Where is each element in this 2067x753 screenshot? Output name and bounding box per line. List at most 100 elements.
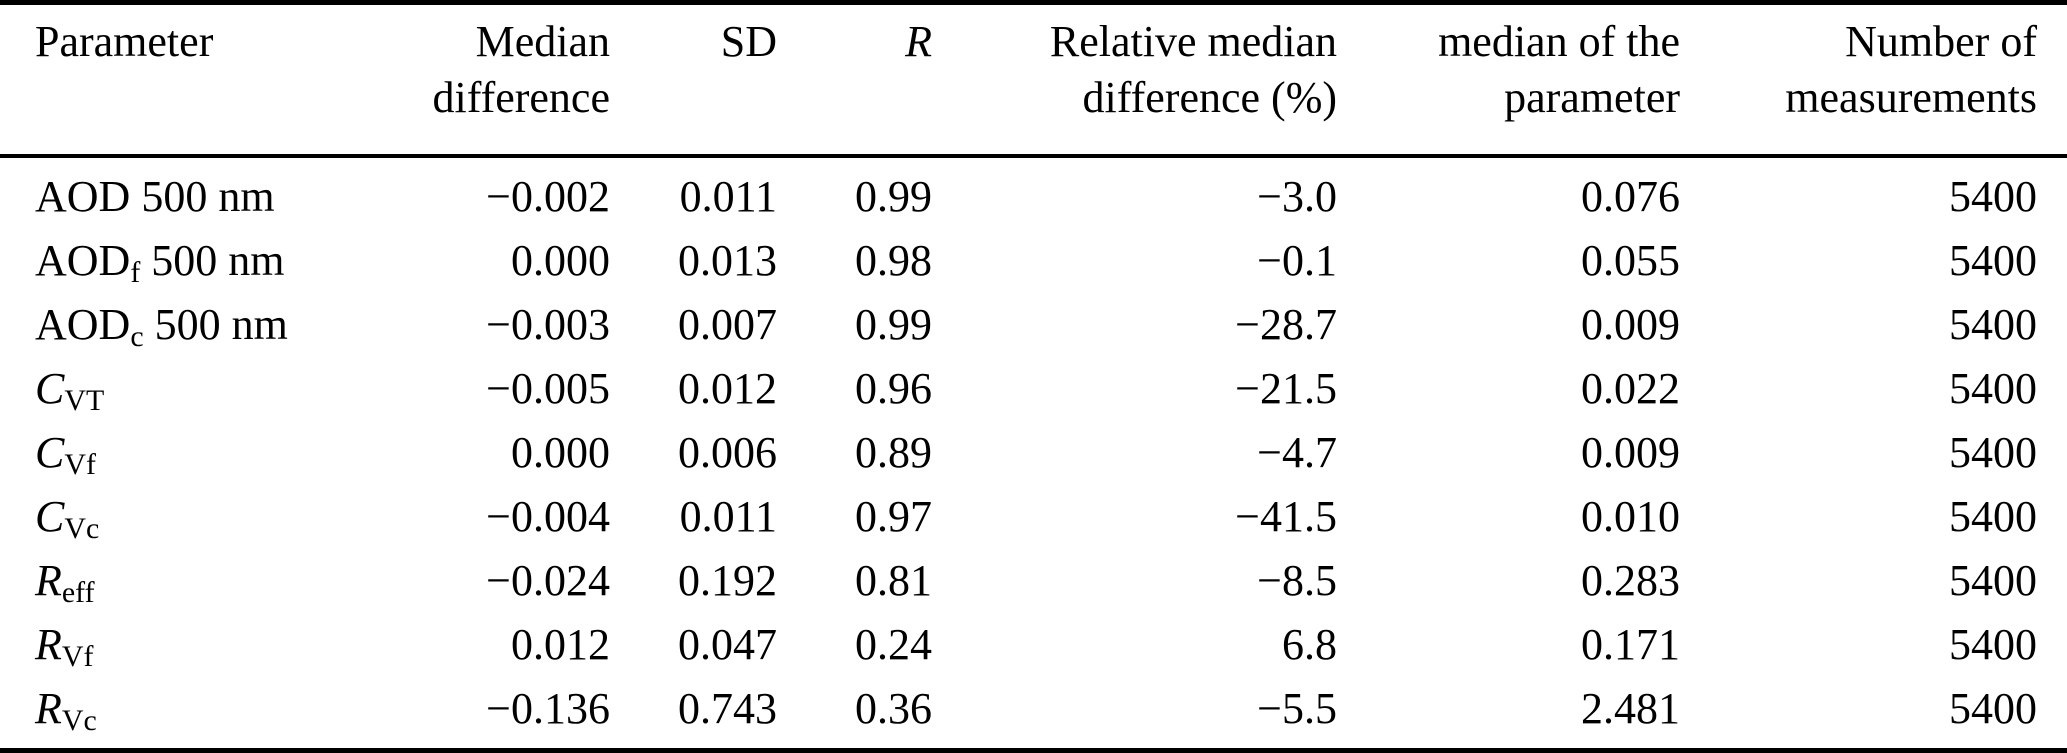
value-cell: 0.047 <box>678 620 777 669</box>
parameter-cell: CVf <box>0 421 340 485</box>
value-cell: −0.136 <box>486 684 610 733</box>
parameter-cell: AODc 500 nm <box>0 293 340 357</box>
value-cell: −21.5 <box>1235 364 1337 413</box>
table-row: RVf 0.012 0.047 0.24 6.8 0.171 5400 <box>0 613 2067 677</box>
value-cell: 5400 <box>1949 300 2037 349</box>
parameter-subscript: Vc <box>64 511 100 545</box>
value-cell: 0.192 <box>678 556 777 605</box>
value-cell: 2.481 <box>1581 684 1680 733</box>
parameter-cell: AODf 500 nm <box>0 229 340 293</box>
parameter-text: R <box>35 620 62 669</box>
value-cell: −4.7 <box>1257 428 1337 477</box>
value-cell: 5400 <box>1949 364 2037 413</box>
parameter-text: AOD <box>35 236 131 285</box>
value-cell: 0.013 <box>678 236 777 285</box>
value-cell: 0.000 <box>511 428 610 477</box>
value-cell: 5400 <box>1949 684 2037 733</box>
table-header: Parameter Median difference SD R Relativ… <box>0 2 2067 158</box>
value-cell: 0.89 <box>855 428 932 477</box>
column-header-median-difference: Median difference <box>340 2 610 158</box>
value-cell: 0.009 <box>1581 300 1680 349</box>
value-cell: 0.011 <box>679 492 777 541</box>
table-row: CVf 0.000 0.006 0.89 −4.7 0.009 5400 <box>0 421 2067 485</box>
value-cell: 0.011 <box>679 172 777 221</box>
value-cell: −41.5 <box>1235 492 1337 541</box>
value-cell: 0.283 <box>1581 556 1680 605</box>
table-row: CVc −0.004 0.011 0.97 −41.5 0.010 5400 <box>0 485 2067 549</box>
parameter-subscript: Vf <box>64 447 96 481</box>
table-body: AOD 500 nm −0.002 0.011 0.99 −3.0 0.076 5400 AO… <box>0 156 2067 751</box>
header-row: Parameter Median difference SD R Relativ… <box>0 2 2067 158</box>
value-cell: 0.24 <box>855 620 932 669</box>
column-header-parameter: Parameter <box>0 2 340 158</box>
parameter-cell: AOD 500 nm <box>0 156 340 229</box>
value-cell: 0.010 <box>1581 492 1680 541</box>
value-cell: 0.81 <box>855 556 932 605</box>
value-cell: 0.97 <box>855 492 932 541</box>
value-cell: −3.0 <box>1257 172 1337 221</box>
value-cell: −0.003 <box>486 300 610 349</box>
column-header-relative-median-difference: Relative median difference (%) <box>932 2 1337 158</box>
parameter-text: AOD <box>35 300 131 349</box>
value-cell: −28.7 <box>1235 300 1337 349</box>
value-cell: 0.076 <box>1581 172 1680 221</box>
value-cell: −0.024 <box>486 556 610 605</box>
value-cell: 5400 <box>1949 236 2037 285</box>
value-cell: 0.98 <box>855 236 932 285</box>
value-cell: −8.5 <box>1257 556 1337 605</box>
parameter-cell: Reff <box>0 549 340 613</box>
value-cell: 0.171 <box>1581 620 1680 669</box>
parameter-text: C <box>35 428 65 477</box>
value-cell: 0.012 <box>678 364 777 413</box>
parameter-text: R <box>35 684 62 733</box>
parameter-cell: RVc <box>0 677 340 751</box>
value-cell: 0.99 <box>855 172 932 221</box>
value-cell: 5400 <box>1949 172 2037 221</box>
value-cell: −5.5 <box>1257 684 1337 733</box>
value-cell: 5400 <box>1949 428 2037 477</box>
value-cell: 0.006 <box>678 428 777 477</box>
value-cell: 0.96 <box>855 364 932 413</box>
table-row: AODf 500 nm 0.000 0.013 0.98 −0.1 0.055 5400 <box>0 229 2067 293</box>
table-row: RVc −0.136 0.743 0.36 −5.5 2.481 5400 <box>0 677 2067 751</box>
table-row: CVT −0.005 0.012 0.96 −21.5 0.022 5400 <box>0 357 2067 421</box>
parameter-cell: CVc <box>0 485 340 549</box>
value-cell: 0.36 <box>855 684 932 733</box>
parameter-subscript: eff <box>61 575 95 609</box>
column-header-median-of-parameter: median of the parameter <box>1337 2 1680 158</box>
value-cell: 0.012 <box>511 620 610 669</box>
parameter-text: AOD 500 nm <box>35 172 275 221</box>
value-cell: 5400 <box>1949 620 2037 669</box>
parameter-subscript: c <box>130 319 144 353</box>
value-cell: 0.055 <box>1581 236 1680 285</box>
value-cell: −0.002 <box>486 172 610 221</box>
value-cell: 0.99 <box>855 300 932 349</box>
value-cell: 0.022 <box>1581 364 1680 413</box>
parameter-subscript: Vc <box>61 703 97 737</box>
parameter-text: 500 nm <box>143 300 288 349</box>
value-cell: 0.007 <box>678 300 777 349</box>
parameter-subscript: f <box>130 255 141 289</box>
column-header-r: R <box>777 2 932 158</box>
value-cell: 0.743 <box>678 684 777 733</box>
value-cell: 0.009 <box>1581 428 1680 477</box>
table-row: AOD 500 nm −0.002 0.011 0.99 −3.0 0.076 5400 <box>0 156 2067 229</box>
value-cell: −0.1 <box>1257 236 1337 285</box>
parameter-subscript: VT <box>64 383 105 417</box>
value-cell: −0.004 <box>486 492 610 541</box>
parameter-text: C <box>35 364 65 413</box>
parameter-cell: RVf <box>0 613 340 677</box>
parameter-text: 500 nm <box>140 236 285 285</box>
column-header-number-of-measurements: Number of measurements <box>1680 2 2067 158</box>
table-row: Reff −0.024 0.192 0.81 −8.5 0.283 5400 <box>0 549 2067 613</box>
parameter-cell: CVT <box>0 357 340 421</box>
parameter-subscript: Vf <box>61 639 94 673</box>
value-cell: 6.8 <box>1282 620 1337 669</box>
value-cell: −0.005 <box>486 364 610 413</box>
value-cell: 5400 <box>1949 556 2037 605</box>
parameter-text: R <box>35 556 62 605</box>
value-cell: 0.000 <box>511 236 610 285</box>
parameter-text: C <box>35 492 65 541</box>
